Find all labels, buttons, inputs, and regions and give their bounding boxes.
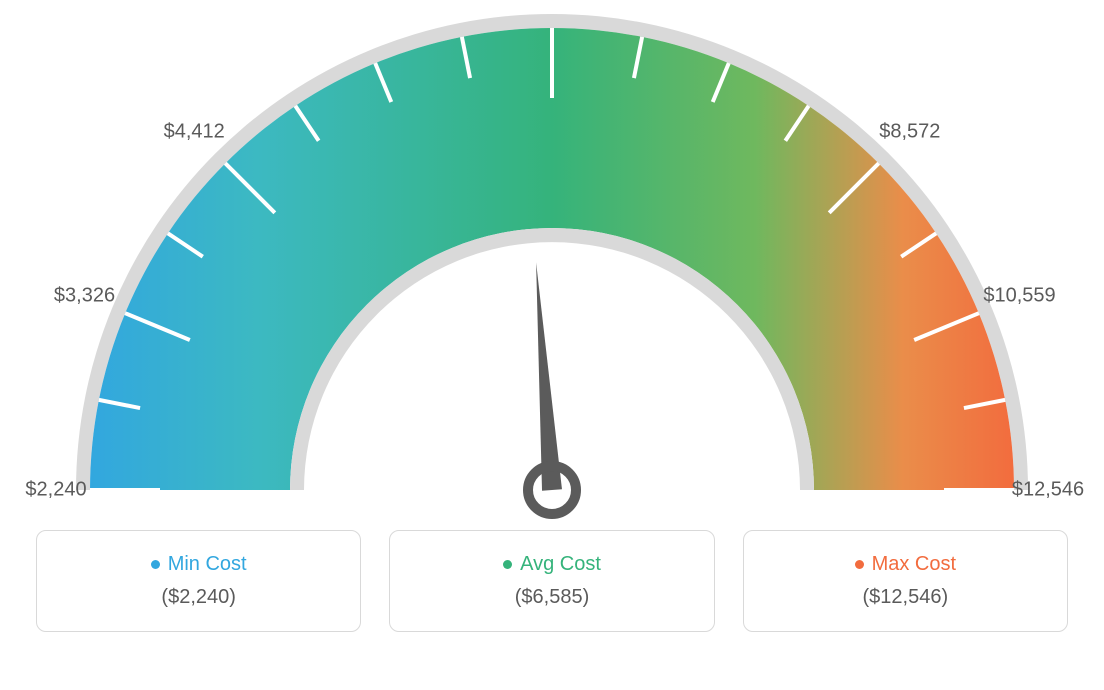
gauge-tick-label: $12,546 bbox=[1012, 479, 1084, 502]
gauge-tick-label: $8,572 bbox=[879, 121, 940, 144]
legend-title-text: Avg Cost bbox=[520, 553, 601, 576]
legend-title-avg: Avg Cost bbox=[503, 553, 601, 576]
legend-title-max: Max Cost bbox=[855, 553, 956, 576]
gauge-tick-label: $4,412 bbox=[164, 121, 225, 144]
dot-icon bbox=[855, 560, 864, 569]
dot-icon bbox=[151, 560, 160, 569]
legend-card-avg: Avg Cost ($6,585) bbox=[389, 530, 714, 632]
gauge-chart: $2,240$3,326$4,412$6,585$8,572$10,559$12… bbox=[0, 0, 1104, 530]
legend-value-max: ($12,546) bbox=[754, 586, 1057, 609]
legend-value-min: ($2,240) bbox=[47, 586, 350, 609]
legend-value-avg: ($6,585) bbox=[400, 586, 703, 609]
legend-card-max: Max Cost ($12,546) bbox=[743, 530, 1068, 632]
gauge-tick-label: $10,559 bbox=[983, 285, 1055, 308]
gauge-tick-label: $3,326 bbox=[54, 285, 115, 308]
legend-row: Min Cost ($2,240) Avg Cost ($6,585) Max … bbox=[0, 530, 1104, 662]
legend-title-min: Min Cost bbox=[151, 553, 247, 576]
gauge-svg bbox=[0, 0, 1104, 530]
gauge-tick-label: $2,240 bbox=[25, 479, 86, 502]
legend-title-text: Min Cost bbox=[168, 553, 247, 576]
legend-title-text: Max Cost bbox=[872, 553, 956, 576]
dot-icon bbox=[503, 560, 512, 569]
legend-card-min: Min Cost ($2,240) bbox=[36, 530, 361, 632]
gauge-needle bbox=[536, 263, 562, 491]
